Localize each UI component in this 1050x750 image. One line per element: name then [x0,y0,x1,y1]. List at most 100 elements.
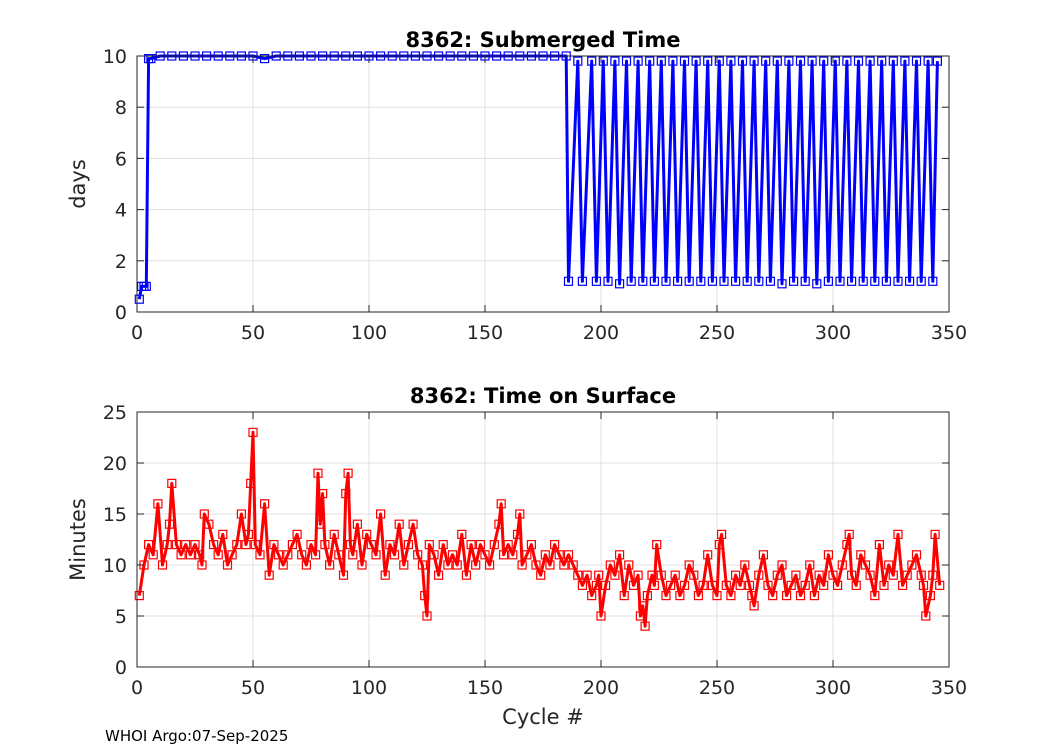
data-point [900,56,910,66]
x-tick-label: 150 [467,677,503,699]
data-point [371,550,381,560]
data-point [874,539,885,550]
data-point [545,560,555,570]
series-line [137,430,942,628]
data-point [181,539,191,550]
data-point [721,580,731,591]
data-point [366,539,376,550]
x-tick-label: 300 [815,322,851,344]
data-point [582,570,592,580]
data-point [830,56,840,66]
data-point [213,550,223,560]
data-point [832,580,843,591]
data-point [452,560,462,570]
data-point [278,560,288,570]
data-point [684,560,694,570]
data-point [716,529,727,540]
data-point [167,478,177,488]
data-point [218,529,228,540]
x-tick-label: 250 [699,677,735,699]
data-point [679,580,690,591]
data-point [343,468,353,478]
x-tick-label: 300 [815,677,851,699]
x-tick-label: 0 [131,322,143,344]
data-point [772,56,782,66]
data-point [413,550,423,560]
data-point [791,570,801,580]
axes-frame [136,55,950,313]
data-point [665,580,676,591]
data-point [761,56,771,66]
data-point [647,570,657,580]
data-point [714,56,724,66]
data-point [703,550,713,560]
data-point [563,276,574,286]
data-point [573,56,583,66]
data-point [587,590,597,601]
data-point [438,539,448,550]
data-point [134,294,144,304]
data-point [264,570,274,580]
data-point [134,590,144,601]
axes-frame [136,411,950,668]
data-point [645,56,655,66]
data-point [146,53,156,64]
data-point [255,550,265,560]
data-point [619,590,629,601]
data-point [540,550,550,560]
data-point [348,550,358,560]
data-point [573,570,583,580]
data-point [248,427,258,437]
data-point [846,276,857,286]
data-point [408,519,418,529]
data-point [684,276,694,286]
x-tick-label: 0 [131,677,143,699]
data-point [273,550,284,560]
data-point [600,580,611,591]
data-point [888,56,898,66]
data-point [164,519,175,529]
data-point [489,539,499,550]
data-point [640,621,650,631]
data-point [603,276,613,286]
data-point [345,539,355,550]
data-point [691,56,701,66]
data-point [338,570,349,580]
data-point [429,550,439,560]
data-point [877,56,887,66]
data-point [577,580,588,591]
data-point [814,570,824,580]
data-point [893,529,903,540]
y-tick-label: 4 [115,200,127,222]
data-point [232,539,242,550]
data-point [466,539,476,550]
data-point [301,560,311,570]
data-point [610,570,620,580]
data-point [696,276,706,286]
data-point [784,56,794,66]
y-axis-label: Minutes [66,498,90,581]
data-point [420,590,430,601]
chart-title: 8362: Submerged Time [405,28,680,52]
data-point [283,550,293,560]
data-point [471,560,481,570]
data-point [844,529,854,540]
data-point [598,56,608,66]
data-point [394,519,404,529]
data-point [768,590,778,601]
y-tick-label: 25 [103,402,127,424]
data-point [633,56,643,66]
data-point [171,539,181,550]
data-point [515,509,525,519]
y-tick-label: 5 [115,606,127,628]
y-tick-label: 10 [103,555,127,577]
data-point [362,529,372,540]
data-point [422,611,432,621]
data-point [749,56,759,66]
data-point [642,590,653,601]
data-point [714,539,724,550]
data-point [496,499,506,509]
data-point [707,276,718,286]
data-point [777,279,787,289]
